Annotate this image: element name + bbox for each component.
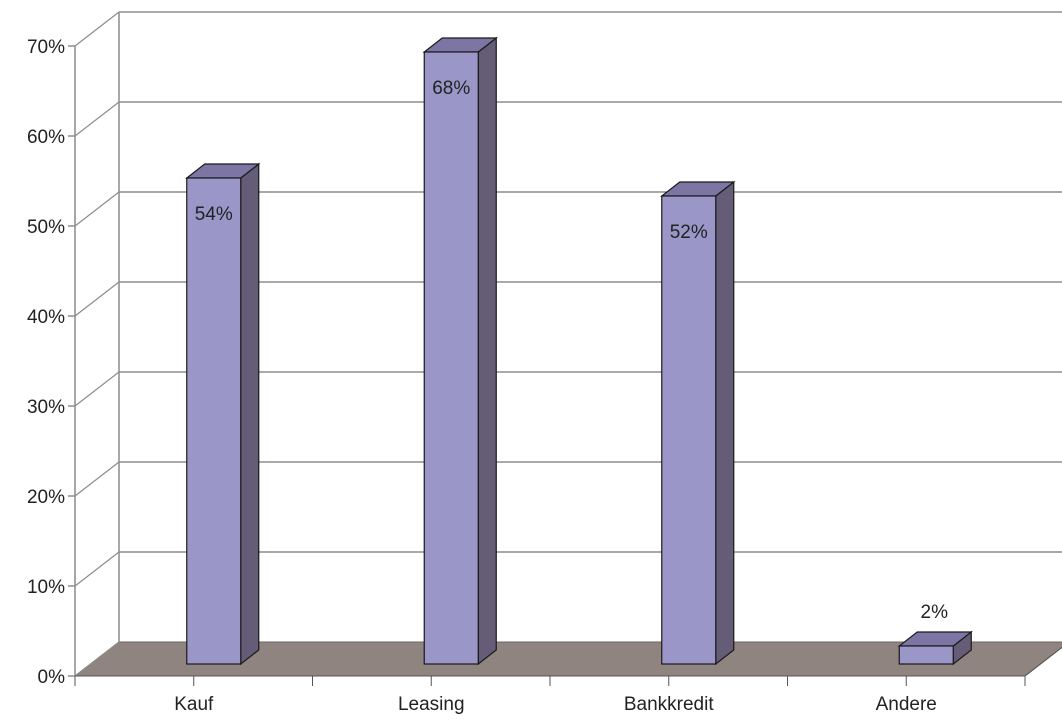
gridline-connector — [74, 551, 120, 587]
gridlines — [74, 11, 1062, 677]
data-label: 52% — [670, 222, 708, 243]
bar-side — [240, 162, 260, 666]
y-tick-label: 70% — [27, 37, 65, 58]
gridline-connector — [74, 641, 120, 677]
gridline-connector — [74, 371, 120, 407]
bar — [422, 36, 498, 666]
axes — [68, 12, 1062, 686]
x-tick-label: Leasing — [398, 694, 465, 715]
x-tick-label: Kauf — [174, 694, 214, 715]
data-label: 2% — [921, 602, 949, 623]
bar-front — [898, 645, 954, 665]
bar — [185, 162, 261, 666]
bar-front — [661, 195, 717, 665]
y-tick-label: 30% — [27, 397, 65, 418]
gridline-connector — [74, 191, 120, 227]
x-tick-label: Bankkredit — [624, 694, 714, 715]
bar-front — [423, 51, 479, 665]
bar-side — [477, 36, 497, 666]
bar-side — [715, 180, 735, 666]
labels: 0% 10% 20% 30% 40% 50% 60% 70% 54% Kauf 68% Leasing… — [27, 37, 948, 715]
data-label: 68% — [432, 78, 470, 99]
bar-front — [186, 177, 242, 665]
x-tick-label: Andere — [876, 694, 937, 715]
gridline-connector — [74, 101, 120, 137]
y-tick-label: 60% — [27, 127, 65, 148]
y-tick-label: 10% — [27, 577, 65, 598]
y-tick-label: 40% — [27, 307, 65, 328]
gridline-connector — [74, 461, 120, 497]
y-tick-label: 0% — [38, 667, 66, 688]
y-tick-label: 50% — [27, 217, 65, 238]
gridline-connector — [74, 11, 120, 47]
data-label: 54% — [195, 204, 233, 225]
bar — [660, 180, 736, 666]
y-tick-label: 20% — [27, 487, 65, 508]
bar — [897, 630, 973, 666]
bars — [185, 36, 973, 666]
gridline-connector — [74, 281, 120, 317]
